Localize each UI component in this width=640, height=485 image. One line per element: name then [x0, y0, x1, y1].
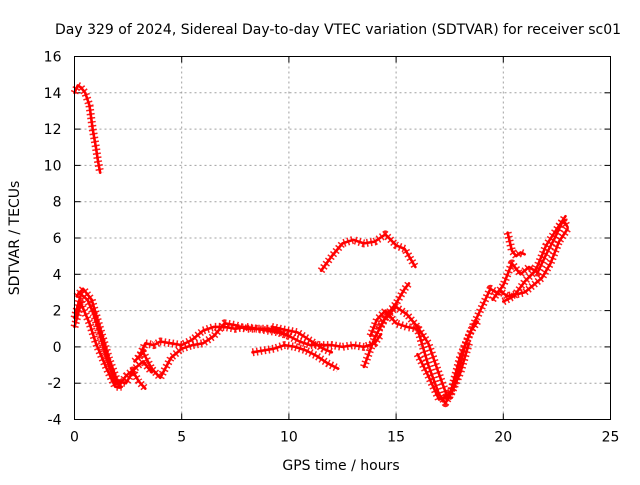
data-series-s7	[251, 341, 341, 373]
series-plus-markers	[317, 230, 419, 274]
series-line	[319, 233, 417, 273]
data-series-s9	[317, 230, 419, 274]
chart-title: Day 329 of 2024, Sidereal Day-to-day VTE…	[55, 22, 621, 38]
x-tick-label: 20	[494, 430, 512, 446]
x-tick-label: 25	[602, 430, 620, 446]
y-tick-label: 8	[53, 195, 62, 211]
x-axis-label: GPS time / hours	[282, 458, 399, 474]
series-line	[377, 282, 411, 331]
data-series-s3	[73, 284, 155, 388]
y-tick-label: 14	[44, 86, 62, 102]
y-axis-label: SDTVAR / TECUs	[7, 181, 23, 296]
series-layer	[70, 81, 572, 408]
y-tick-label: 10	[44, 158, 62, 174]
data-series-s1	[70, 81, 105, 174]
y-tick-label: 6	[53, 231, 62, 247]
series-plus-markers	[70, 81, 105, 174]
series-plus-markers	[70, 299, 122, 391]
y-tick-label: 16	[44, 50, 62, 66]
x-tick-label: 5	[177, 430, 186, 446]
series-plus-markers	[501, 213, 569, 306]
x-tick-label: 15	[387, 430, 405, 446]
y-tick-label: 2	[53, 304, 62, 320]
series-plus-markers	[489, 215, 572, 303]
series-line	[270, 325, 334, 354]
data-series-s4	[70, 299, 123, 391]
data-series-s8	[270, 322, 334, 356]
series-plus-markers	[73, 284, 155, 388]
data-series-s13	[413, 319, 481, 404]
x-tick-label: 10	[280, 430, 298, 446]
tick-layer: 0 5 10 15 20 25 -4 -2 0 2 4 6 8 10 12 14 16	[44, 50, 620, 446]
data-series-s16	[503, 231, 527, 261]
series-plus-markers	[503, 231, 527, 261]
grid-layer	[74, 56, 611, 420]
y-tick-label: 12	[44, 122, 62, 138]
series-line	[251, 343, 340, 371]
y-tick-label: -2	[48, 376, 62, 392]
plot-frame	[74, 56, 611, 420]
x-tick-label: 0	[70, 430, 79, 446]
y-tick-label: 4	[53, 267, 62, 283]
y-tick-label: 0	[53, 340, 62, 356]
series-plus-markers	[413, 319, 481, 404]
data-series-s12	[375, 280, 413, 331]
series-plus-markers	[131, 319, 291, 382]
series-plus-markers	[496, 226, 571, 301]
data-series-s17	[496, 226, 571, 301]
data-series-s6	[131, 319, 291, 382]
y-tick-label: -4	[48, 413, 62, 429]
